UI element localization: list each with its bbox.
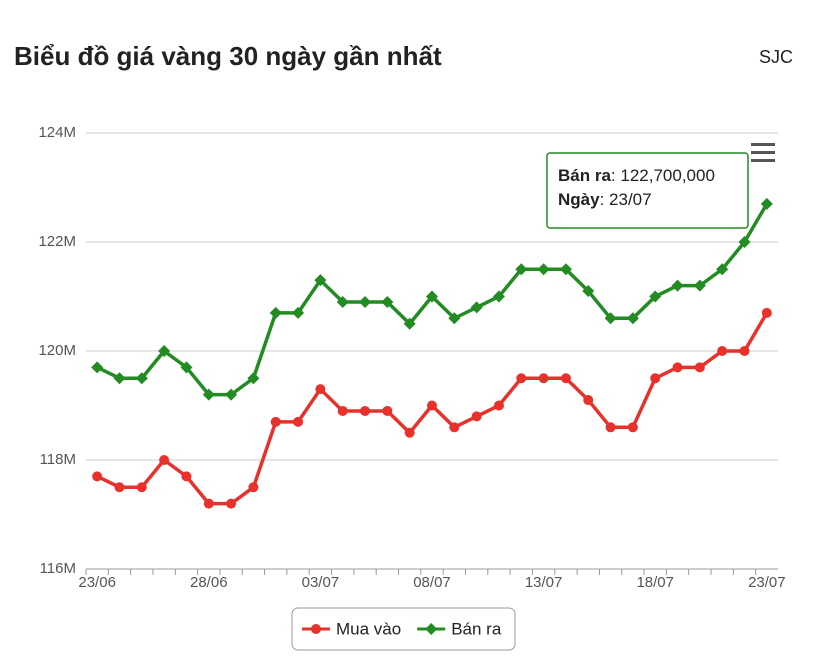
y-tick-label: 124M xyxy=(38,124,76,141)
x-tick-label: 13/07 xyxy=(525,574,563,591)
point xyxy=(92,471,103,482)
tooltip-value: 122,700,000 xyxy=(620,166,715,185)
point xyxy=(292,306,305,319)
menu-bar xyxy=(751,159,775,162)
point xyxy=(492,290,505,303)
point xyxy=(404,427,415,438)
legend-label: Mua vào xyxy=(336,619,401,638)
x-tick-label: 23/06 xyxy=(78,574,116,591)
point xyxy=(626,312,639,325)
y-tick-label: 122M xyxy=(38,233,76,250)
tooltip-box xyxy=(546,152,749,229)
point xyxy=(381,295,394,308)
point xyxy=(159,455,170,465)
point xyxy=(761,307,772,318)
legend-box xyxy=(291,607,516,651)
point xyxy=(336,295,349,308)
legend-marker xyxy=(311,624,321,634)
y-tick-label: 120M xyxy=(38,342,76,359)
point xyxy=(180,361,193,374)
point xyxy=(269,306,282,319)
point xyxy=(225,388,238,401)
point xyxy=(293,416,304,427)
y-tick-label: 116M xyxy=(40,560,76,577)
x-tick-label: 18/07 xyxy=(636,574,674,591)
tooltip-line: Ngày: 23/07 xyxy=(558,190,652,209)
x-tick-label: 03/07 xyxy=(302,574,340,591)
point xyxy=(135,372,148,385)
point xyxy=(181,471,192,482)
point xyxy=(605,422,616,433)
point xyxy=(559,263,572,276)
tooltip: Bán ra: 122,700,000 Ngày: 23/07 xyxy=(546,152,749,229)
point xyxy=(226,498,237,509)
point xyxy=(337,405,348,416)
point xyxy=(91,361,104,374)
point xyxy=(649,290,662,303)
point xyxy=(650,373,661,384)
point xyxy=(449,422,460,433)
point xyxy=(427,400,437,411)
chart-title: Biểu đồ giá vàng 30 ngày gần nhất xyxy=(14,41,442,71)
point xyxy=(359,295,372,308)
point xyxy=(114,482,125,493)
x-tick-label: 28/06 xyxy=(190,574,228,591)
point xyxy=(314,274,327,287)
x-tick-label: 08/07 xyxy=(413,574,451,591)
point xyxy=(538,373,549,384)
point xyxy=(136,482,147,493)
legend: Mua vào Bán ra xyxy=(302,619,502,638)
point xyxy=(426,290,438,303)
x-tick-label: 23/07 xyxy=(748,574,786,591)
point xyxy=(717,346,728,356)
menu-bar xyxy=(751,143,775,146)
point xyxy=(403,317,416,330)
tooltip-sep: : xyxy=(600,190,609,209)
point xyxy=(738,236,751,248)
point xyxy=(716,263,729,276)
tooltip-date: 23/07 xyxy=(609,190,652,209)
point xyxy=(248,482,259,493)
point xyxy=(516,373,527,384)
point xyxy=(537,263,550,276)
point xyxy=(247,372,260,385)
menu-bar xyxy=(751,151,775,154)
point xyxy=(560,373,571,384)
point xyxy=(760,197,773,210)
tooltip-series: Bán ra xyxy=(558,166,611,185)
point xyxy=(627,422,638,433)
point xyxy=(693,279,706,292)
plot-area: 116M 118M 120M 122M 124M 23/06 28/06 03/07 08/07… xyxy=(38,124,785,591)
point xyxy=(471,411,482,422)
point xyxy=(604,312,617,325)
menu-button[interactable] xyxy=(750,142,776,164)
legend-marker xyxy=(425,623,438,635)
point xyxy=(672,362,683,373)
point xyxy=(694,362,705,373)
point xyxy=(360,405,371,416)
point xyxy=(515,263,528,276)
point xyxy=(739,346,750,356)
legend-label: Bán ra xyxy=(451,619,502,638)
point xyxy=(202,388,215,401)
point xyxy=(270,416,281,427)
point xyxy=(493,400,504,411)
point xyxy=(113,372,126,385)
point xyxy=(315,384,326,395)
point xyxy=(582,285,595,298)
point xyxy=(583,395,594,406)
point xyxy=(448,312,461,325)
y-tick-label: 118M xyxy=(40,451,76,468)
tooltip-date-label: Ngày xyxy=(558,190,600,209)
point xyxy=(203,498,214,509)
point xyxy=(671,279,684,292)
point xyxy=(382,405,393,416)
tooltip-sep: : xyxy=(611,166,620,185)
source-label: SJC xyxy=(759,47,793,67)
tooltip-line: Bán ra: 122,700,000 xyxy=(558,166,715,185)
point xyxy=(158,345,171,357)
point xyxy=(470,301,483,314)
